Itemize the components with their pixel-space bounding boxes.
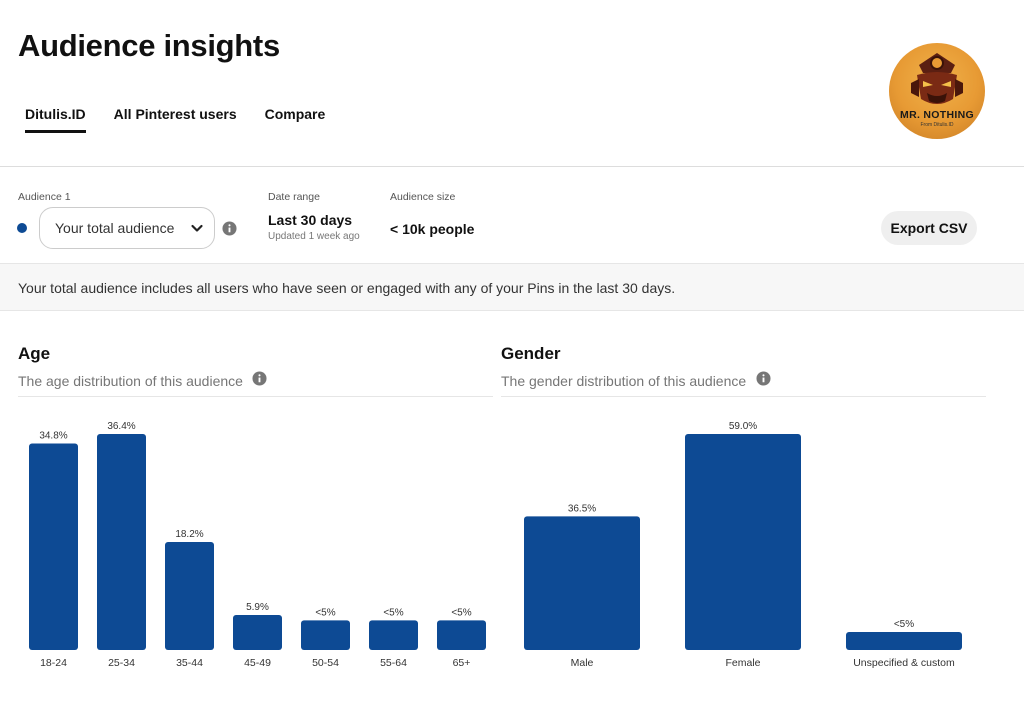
header-divider <box>0 166 1024 167</box>
bar-45-49[interactable] <box>233 614 282 650</box>
banner-text: Your total audience includes all users w… <box>18 280 676 296</box>
bar-value-label: <5% <box>894 619 914 630</box>
info-banner: Your total audience includes all users w… <box>0 263 1024 311</box>
gender-description: The gender distribution of this audience <box>501 373 747 389</box>
age-divider <box>18 396 493 397</box>
category-label: 25-34 <box>108 657 135 669</box>
bar-female[interactable] <box>685 434 801 650</box>
bar-55-64[interactable] <box>369 620 418 650</box>
bar-value-label: 18.2% <box>175 529 203 540</box>
category-label: 55-64 <box>380 657 407 669</box>
bar-value-label: 36.5% <box>568 503 596 514</box>
bar-male[interactable] <box>524 516 640 650</box>
audience-color-dot <box>17 223 27 233</box>
bar-value-label: 59.0% <box>729 421 757 432</box>
bar-value-label: 36.4% <box>107 421 135 432</box>
age-description: The age distribution of this audience <box>18 373 243 389</box>
category-label: 35-44 <box>176 657 203 669</box>
category-label: 50-54 <box>312 657 339 669</box>
category-label: 45-49 <box>244 657 271 669</box>
info-icon[interactable] <box>222 221 237 236</box>
tab-ditulis[interactable]: Ditulis.ID <box>25 106 86 133</box>
samurai-mask-logo-icon <box>911 53 963 104</box>
bar-value-label: <5% <box>315 607 335 618</box>
age-bar-chart: 34.8% 18-24 36.4% 25-34 18.2% 35-44 5.9% 45-49 <… <box>29 421 486 669</box>
page-title: Audience insights <box>18 28 280 63</box>
avatar-name: MR. NOTHING <box>900 109 974 121</box>
date-range-label: Date range <box>268 191 320 203</box>
chevron-down-icon <box>191 224 203 232</box>
category-label: Unspecified & custom <box>853 657 955 669</box>
bar-50-54[interactable] <box>301 620 350 650</box>
tab-compare[interactable]: Compare <box>264 106 326 122</box>
bar-value-label: <5% <box>383 607 403 618</box>
category-label: Female <box>725 657 760 669</box>
audience-size-value: < 10k people <box>390 221 475 237</box>
avatar-subtitle: From Ditulis.ID <box>920 122 954 128</box>
date-range-value: Last 30 days <box>268 212 353 228</box>
avatar[interactable]: MR. NOTHING From Ditulis.ID <box>889 43 985 139</box>
gender-bar-chart: 36.5% Male 59.0% Female <5% Unspecified & cus… <box>524 421 962 669</box>
gender-divider <box>501 396 986 397</box>
bar-value-label: 34.8% <box>39 430 67 441</box>
age-info-icon[interactable] <box>252 371 267 386</box>
bar-65-[interactable] <box>437 620 486 650</box>
audience-size-label: Audience size <box>390 191 456 203</box>
bar-18-24[interactable] <box>29 443 78 650</box>
audience-select[interactable]: Your total audience <box>39 207 215 249</box>
bar-value-label: <5% <box>451 607 471 618</box>
audience-label: Audience 1 <box>18 191 71 203</box>
category-label: 18-24 <box>40 657 67 669</box>
tab-bar: Ditulis.ID All Pinterest users Compare <box>25 106 353 133</box>
audience-select-value: Your total audience <box>55 220 175 236</box>
bar-unspecified-custom[interactable] <box>846 632 962 650</box>
tab-all-pinterest-users[interactable]: All Pinterest users <box>113 106 237 122</box>
bar-25-34[interactable] <box>97 434 146 650</box>
gender-info-icon[interactable] <box>756 371 771 386</box>
gender-title: Gender <box>501 344 561 363</box>
bar-value-label: 5.9% <box>246 602 269 613</box>
date-updated: Updated 1 week ago <box>268 231 360 242</box>
category-label: 65+ <box>453 657 471 669</box>
age-title: Age <box>18 344 51 363</box>
export-csv-button[interactable]: Export CSV <box>881 211 977 245</box>
category-label: Male <box>571 657 594 669</box>
bar-35-44[interactable] <box>165 542 214 650</box>
